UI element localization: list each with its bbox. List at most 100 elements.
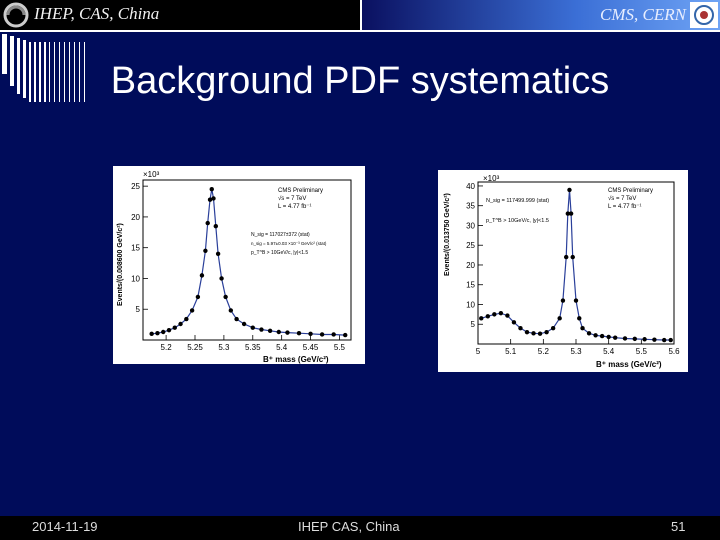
data-point [511,320,517,325]
data-point [241,321,247,327]
data-point [166,327,172,333]
data-point [577,316,582,321]
y-tick-label: 5 [471,320,476,329]
data-point [319,332,325,337]
data-point [573,298,579,303]
fit-line-3: p_T^B > 10GeV/c, |y|<1.5 [251,250,308,256]
data-point [580,325,585,331]
legend-line-2: √s = 7 TeV [278,195,306,202]
data-point [276,329,281,335]
y-axis-label: Events/(0.013750 GeV/c²) [444,193,451,276]
data-point [285,330,290,335]
data-point [250,325,255,330]
data-point [215,251,221,257]
data-point [613,335,618,340]
x-tick-label: 5.45 [303,343,319,352]
y-tick-label: 20 [466,261,475,270]
data-point [606,334,611,340]
x-tick-label: 5.35 [245,343,261,352]
data-point [343,332,348,338]
data-point [203,248,208,253]
y-tick-label: 10 [466,300,475,309]
y-tick-label: 40 [466,182,475,191]
data-point [172,325,177,330]
x-tick-label: 5.3 [570,347,582,356]
header-left-text: IHEP, CAS, China [34,4,160,23]
data-point [219,276,224,281]
data-point [564,254,569,260]
data-point [565,211,571,216]
legend-line-1: CMS Preliminary [278,188,323,194]
cms-logo-icon [690,2,718,28]
legend-line-2: √s = 7 TeV [608,195,636,202]
data-point [560,298,566,303]
data-point [537,331,543,336]
data-point [189,308,195,313]
x-tick-label: 5.2 [538,347,550,356]
data-point [622,336,628,341]
fit-line-1: N_sig = 117499.999 (stat) [486,198,549,204]
data-point [184,316,189,322]
plot-frame [142,179,352,341]
x-tick-label: 5.4 [276,343,288,352]
fit-line-2: p_T^B > 10GeV/c, |y|<1.5 [486,218,549,224]
data-point [209,187,214,192]
x-tick-label: 5.5 [334,343,346,352]
data-point [267,328,273,333]
header-bar: IHEP, CAS, China CMS, CERN [0,0,720,32]
y-tick-label: 20 [131,213,140,222]
fit-line-2: n_sig = 5.97±0.03 ×10⁻³ GeV/c² (stat) [251,241,327,246]
y-tick-label: 5 [136,305,141,314]
data-point [652,337,657,342]
footer-center: IHEP CAS, China [298,519,400,534]
data-point [518,325,523,331]
data-point [505,313,510,318]
data-point [668,337,673,343]
data-point [211,196,216,201]
data-point [632,336,637,342]
data-point [570,254,575,260]
x-tick-label: 5.4 [603,347,615,356]
legend-line-1: CMS Preliminary [608,188,653,194]
data-point [331,332,336,337]
x-tick-label: 5.1 [505,347,517,356]
mass-fit-plot-right: ×10³ Events/(0.013750 GeV/c²) B⁺ mass (G… [438,170,688,372]
slide-title: Background PDF systematics [110,60,610,102]
data-point [479,316,484,321]
data-point [485,314,490,319]
data-point [223,294,228,300]
data-point [568,211,574,216]
x-tick-label: 5.6 [668,347,680,356]
x-tick-label: 5.5 [636,347,648,356]
data-point [531,331,536,336]
legend-line-3: L = 4.77 fb⁻¹ [278,204,311,210]
page-number: 51 [671,519,686,534]
data-point [524,329,530,335]
mass-fit-plot-left: ×10³ Events/(0.008600 GeV/c²) B⁺ mass (G… [113,166,365,364]
y-tick-label: 10 [131,274,140,283]
data-point [213,223,218,229]
data-point [205,220,210,226]
data-point [586,331,592,336]
x-tick-label: 5.25 [187,343,203,352]
data-point [593,333,598,338]
data-point [308,331,313,337]
data-point [149,331,154,337]
y-multiplier: ×10³ [483,174,500,183]
ihep-logo-icon [3,2,29,28]
x-tick-label: 5.2 [161,343,173,352]
fit-curve [481,189,671,341]
fit-curve [151,189,346,336]
data-point [199,273,205,278]
header-right-text: CMS, CERN [600,5,686,24]
data-point [544,329,549,335]
y-tick-label: 15 [466,281,475,290]
y-tick-label: 30 [466,221,475,230]
fit-line-1: N_sig = 117027±372 (stat) [251,232,310,238]
y-multiplier: ×10³ [143,170,160,179]
data-point [228,308,234,313]
y-tick-label: 25 [131,182,140,191]
footer-bar: 2014-11-19 IHEP CAS, China 51 [0,516,720,540]
y-axis-label: Events/(0.008600 GeV/c²) [117,223,124,306]
header-left-panel: IHEP, CAS, China [0,0,360,30]
